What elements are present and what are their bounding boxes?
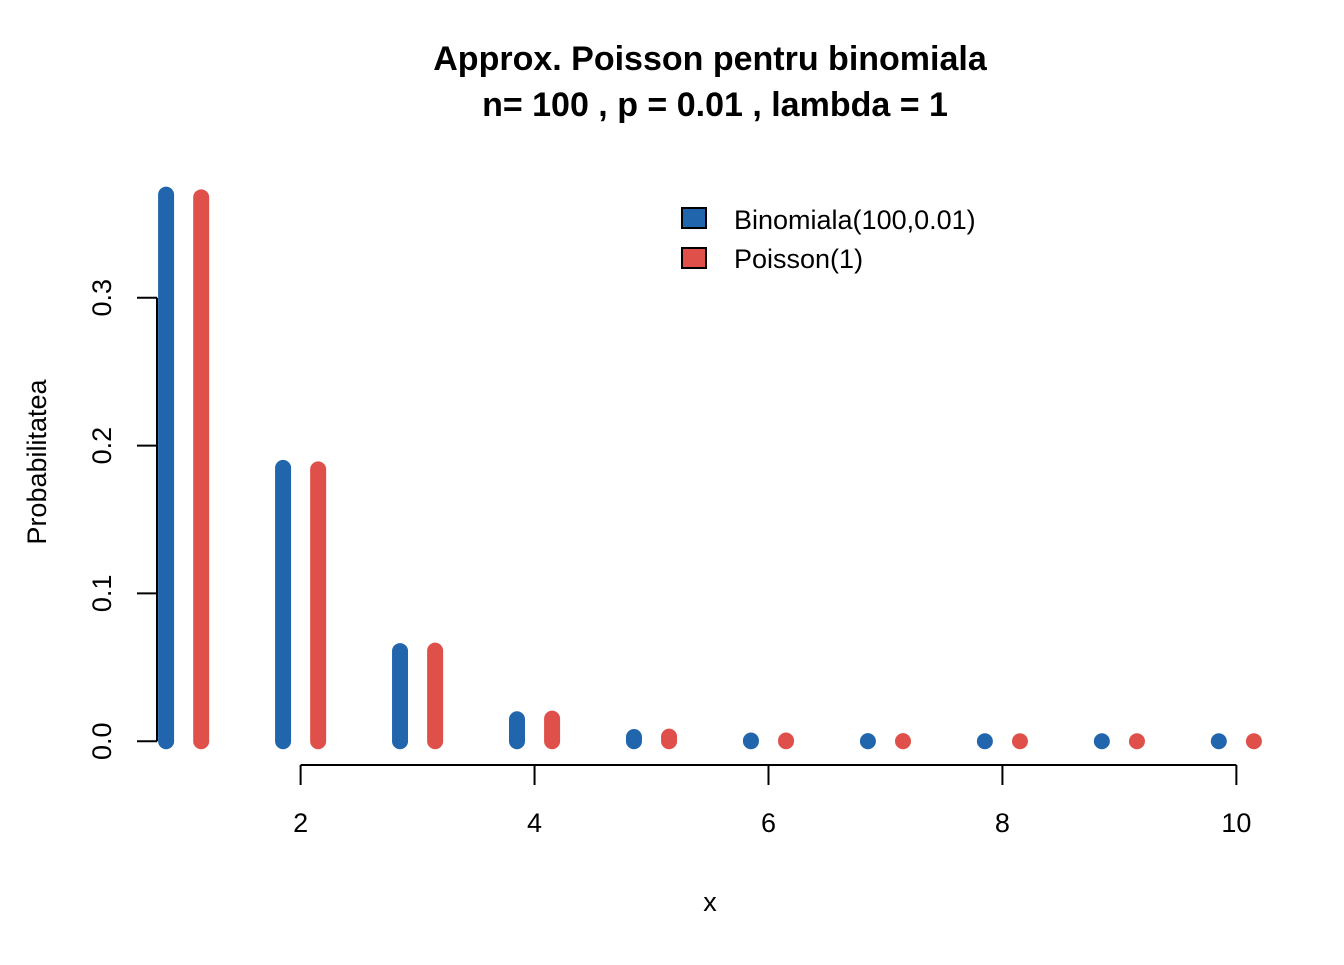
bar-series-group: [158, 186, 1262, 750]
x-tick-label: 2: [293, 808, 308, 838]
chart-title-line1: Approx. Poisson pentru binomiala: [433, 40, 988, 78]
legend-label-binomiala: Binomiala(100,0.01): [734, 205, 976, 235]
legend-swatch-binomiala: [681, 207, 707, 229]
x-axis-title: x: [703, 887, 717, 917]
legend-swatch-poisson: [681, 247, 707, 269]
x-tick-label: 8: [995, 808, 1010, 838]
x-tick-label: 10: [1221, 808, 1251, 838]
y-tick-label: 0.1: [87, 575, 117, 613]
x-axis: 2 4 6 8 10: [293, 764, 1251, 838]
y-axis: 0.0 0.1 0.2 0.3: [87, 279, 158, 760]
legend-label-poisson: Poisson(1): [734, 244, 863, 274]
x-tick-label: 6: [761, 808, 776, 838]
y-tick-label: 0.3: [87, 279, 117, 317]
y-tick-label: 0.2: [87, 427, 117, 465]
y-tick-label: 0.0: [87, 722, 117, 760]
chart-title-line2: n= 100 , p = 0.01 , lambda = 1: [482, 86, 948, 124]
y-axis-title: Probabilitatea: [22, 378, 52, 544]
legend: Binomiala(100,0.01) Poisson(1): [681, 205, 976, 274]
x-tick-label: 4: [527, 808, 542, 838]
